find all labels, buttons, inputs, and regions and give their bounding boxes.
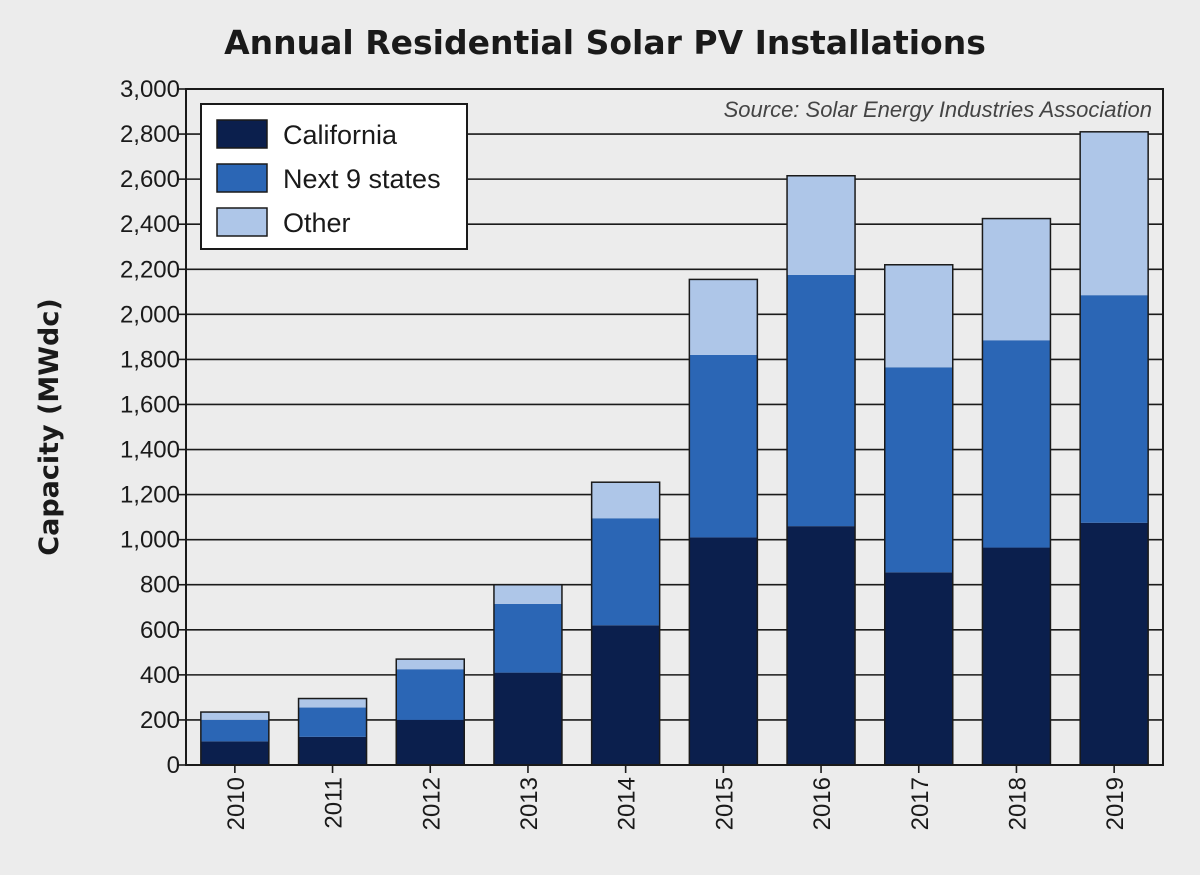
legend-swatch — [216, 163, 268, 193]
x-tick-label: 2015 — [711, 777, 738, 830]
y-axis-label: Capacity (MWdc) — [34, 298, 65, 555]
y-tick-label: 1,200 — [120, 482, 180, 509]
y-tick-label: 1,400 — [120, 437, 180, 464]
legend-items: California Next 9 states Other — [216, 119, 441, 238]
bar-next-9-states-2012 — [396, 669, 465, 720]
bar-california-2019 — [1080, 522, 1149, 765]
bar-other-2014 — [591, 482, 660, 519]
bar-other-2013 — [493, 584, 562, 604]
y-tick-label: 2,400 — [120, 211, 180, 238]
legend-label: California — [283, 120, 398, 150]
bar-other-2010 — [200, 712, 269, 720]
bar-other-2016 — [787, 175, 856, 275]
legend: California Next 9 states Other — [200, 103, 468, 250]
bar-california-2010 — [200, 741, 269, 765]
bar-california-2015 — [689, 537, 758, 765]
x-tick-label: 2013 — [516, 777, 543, 830]
x-tick-label: 2018 — [1004, 777, 1031, 830]
x-tick-label: 2011 — [321, 777, 348, 829]
bar-other-2017 — [884, 264, 953, 368]
bar-california-2013 — [493, 672, 562, 765]
bar-next-9-states-2010 — [200, 719, 269, 742]
y-tick-label: 600 — [140, 617, 180, 644]
legend-swatch — [216, 207, 268, 237]
y-tick-labels: 0 200 400 600 800 1,000 1,200 1,400 1,600 1,800 2,… — [120, 76, 180, 779]
y-tick-label: 3,000 — [120, 76, 180, 103]
y-tick-label: 1,600 — [120, 391, 180, 418]
x-tick-labels: 2010 2011 2012 2013 2014 2015 2016 2017 2018 2019 — [223, 765, 1129, 830]
bar-other-2019 — [1080, 131, 1149, 296]
y-tick-label: 0 — [167, 752, 180, 779]
legend-swatch — [216, 119, 268, 149]
bar-other-2018 — [982, 218, 1051, 341]
bar-california-2016 — [787, 526, 856, 765]
bar-next-9-states-2017 — [884, 367, 953, 573]
bar-california-2012 — [396, 719, 465, 765]
plot-frame — [185, 88, 1164, 766]
y-tick-label: 800 — [140, 572, 180, 599]
y-tick-label: 400 — [140, 662, 180, 689]
y-tick-label: 1,800 — [120, 346, 180, 373]
bar-next-9-states-2014 — [591, 518, 660, 626]
bar-next-9-states-2018 — [982, 340, 1051, 548]
legend-label: Next 9 states — [283, 164, 441, 194]
x-tick-label: 2014 — [614, 777, 641, 830]
bar-next-9-states-2015 — [689, 354, 758, 538]
y-tick-label: 2,200 — [120, 256, 180, 283]
bar-california-2014 — [591, 625, 660, 765]
y-tick-label: 2,000 — [120, 301, 180, 328]
y-tick-label: 1,000 — [120, 527, 180, 554]
x-tick-label: 2012 — [418, 777, 445, 830]
y-tick-label: 200 — [140, 707, 180, 734]
x-tick-label: 2016 — [809, 777, 836, 830]
legend-label: Other — [283, 208, 351, 238]
bar-other-2012 — [396, 659, 465, 670]
y-tick-label: 2,600 — [120, 166, 180, 193]
bar-other-2011 — [298, 698, 367, 708]
bar-next-9-states-2013 — [493, 603, 562, 673]
bar-california-2011 — [298, 736, 367, 765]
bar-california-2018 — [982, 547, 1051, 765]
bar-next-9-states-2016 — [787, 274, 856, 527]
bar-california-2017 — [884, 572, 953, 765]
chart-title: Annual Residential Solar PV Installation… — [224, 23, 986, 62]
y-tick-label: 2,800 — [120, 121, 180, 148]
x-tick-label: 2010 — [223, 777, 250, 830]
x-tick-label: 2017 — [907, 777, 934, 830]
bar-next-9-states-2011 — [298, 707, 367, 737]
bar-other-2015 — [689, 279, 758, 355]
x-tick-label: 2019 — [1102, 777, 1129, 830]
source-note: Source: Solar Energy Industries Associat… — [724, 97, 1152, 122]
bar-next-9-states-2019 — [1080, 295, 1149, 523]
